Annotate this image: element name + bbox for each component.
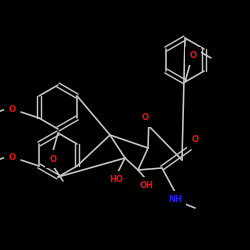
Text: O: O (192, 136, 198, 144)
Text: O: O (142, 114, 148, 122)
Text: OH: OH (140, 182, 154, 190)
Text: O: O (8, 104, 16, 114)
Text: HO: HO (109, 176, 123, 184)
Text: O: O (8, 152, 16, 162)
Text: O: O (50, 154, 56, 164)
Text: NH: NH (168, 196, 182, 204)
Text: O: O (190, 52, 196, 60)
